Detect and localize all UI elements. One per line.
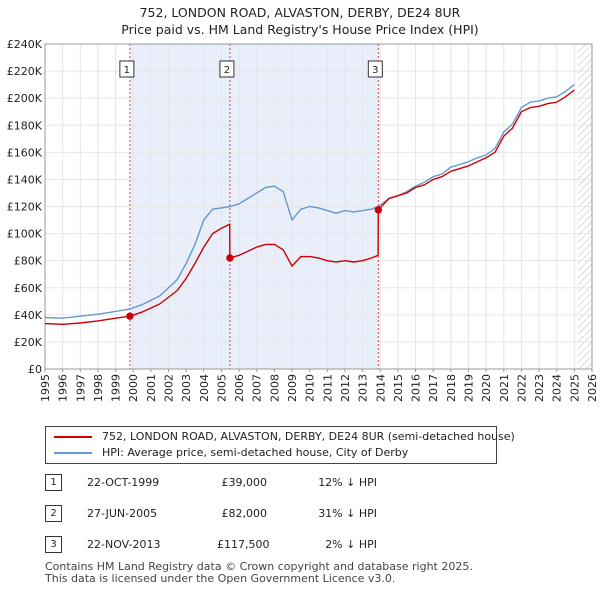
sale-marker-badge: 3 bbox=[45, 536, 62, 553]
footer-attribution: Contains HM Land Registry data © Crown c… bbox=[45, 561, 473, 585]
x-tick-label: 2009 bbox=[286, 374, 299, 402]
x-tick-label: 1996 bbox=[57, 374, 70, 402]
x-tick-label: 1998 bbox=[92, 374, 105, 402]
sale-hpi-diff: 31% ↓ HPI bbox=[318, 507, 377, 520]
x-tick-label: 2012 bbox=[339, 374, 352, 402]
sale-point bbox=[374, 206, 383, 214]
sale-number-label: 3 bbox=[372, 65, 378, 76]
x-tick-label: 2017 bbox=[427, 374, 440, 402]
sale-date: 22-OCT-1999 bbox=[87, 476, 160, 489]
x-tick-label: 2019 bbox=[462, 374, 475, 402]
sale-price: £117,500 bbox=[217, 538, 270, 551]
x-tick-label: 2022 bbox=[515, 374, 528, 402]
footer-line1: Contains HM Land Registry data © Crown c… bbox=[45, 560, 473, 573]
x-tick-label: 2005 bbox=[215, 374, 228, 402]
series-line-hpi bbox=[44, 84, 575, 319]
price-chart: 1 2 3 £0 £20K £40K £60K £80K £100K £120K £140K £160… bbox=[7, 38, 599, 402]
y-tick-label: £20K bbox=[14, 336, 43, 349]
sale-number-box bbox=[119, 60, 135, 78]
sale-number-label: 1 bbox=[124, 65, 130, 76]
chart-legend: 752, LONDON ROAD, ALVASTON, DERBY, DE24 … bbox=[45, 426, 515, 464]
x-tick-label: 2006 bbox=[233, 374, 246, 402]
sale-marker-badge: 1 bbox=[45, 474, 62, 491]
sale-number-box bbox=[219, 60, 235, 78]
y-tick-label: £120K bbox=[7, 201, 43, 214]
x-tick-label: 2025 bbox=[568, 374, 581, 402]
legend-label-hpi: HPI: Average price, semi-detached house,… bbox=[102, 446, 409, 459]
x-tick-label: 2004 bbox=[198, 374, 211, 402]
x-tick-label: 1995 bbox=[39, 374, 52, 402]
x-tick-label: 2010 bbox=[304, 374, 317, 402]
x-tick-label: 2026 bbox=[586, 374, 599, 402]
x-tick-label: 2015 bbox=[392, 374, 405, 402]
plot-border bbox=[44, 43, 593, 370]
legend-swatch-property bbox=[54, 436, 92, 438]
y-tick-label: £40K bbox=[14, 309, 43, 322]
chart-title: 752, LONDON ROAD, ALVASTON, DERBY, DE24 … bbox=[0, 4, 600, 38]
x-tick-label: 2011 bbox=[321, 374, 334, 402]
legend-swatch-hpi bbox=[54, 452, 92, 454]
x-tick-label: 2024 bbox=[551, 374, 564, 402]
y-tick-label: £80K bbox=[14, 255, 43, 268]
x-tick-label: 2021 bbox=[498, 374, 511, 402]
y-tick-label: £180K bbox=[7, 119, 43, 132]
sale-number-box bbox=[367, 60, 383, 78]
x-tick-label: 2001 bbox=[145, 374, 158, 402]
sale-point bbox=[126, 312, 134, 320]
x-tick-label: 2003 bbox=[180, 374, 193, 402]
sale-marker-badge: 2 bbox=[45, 505, 62, 522]
x-tick-label: 2007 bbox=[251, 374, 264, 402]
sale-price: £82,000 bbox=[221, 507, 268, 520]
x-tick-label: 2018 bbox=[445, 374, 458, 402]
legend-label-property: 752, LONDON ROAD, ALVASTON, DERBY, DE24 … bbox=[102, 430, 515, 443]
footer-line2: This data is licensed under the Open Gov… bbox=[45, 572, 396, 585]
legend-entry-property: 752, LONDON ROAD, ALVASTON, DERBY, DE24 … bbox=[54, 429, 515, 445]
x-tick-label: 2014 bbox=[374, 374, 387, 402]
y-tick-label: £140K bbox=[7, 173, 43, 186]
x-tick-label: 2000 bbox=[127, 374, 140, 402]
sale-point bbox=[226, 254, 234, 262]
chart-title-line1: 752, LONDON ROAD, ALVASTON, DERBY, DE24 … bbox=[139, 5, 461, 20]
y-tick-label: £160K bbox=[7, 146, 43, 159]
y-tick-label: £220K bbox=[7, 65, 43, 78]
x-tick-label: 2016 bbox=[410, 374, 423, 402]
sale-hpi-diff: 2% ↓ HPI bbox=[325, 538, 377, 551]
x-tick-label: 2023 bbox=[533, 374, 546, 402]
y-tick-label: £0 bbox=[28, 363, 42, 376]
x-tick-label: 2020 bbox=[480, 374, 493, 402]
y-tick-label: £240K bbox=[7, 38, 43, 51]
legend-entry-hpi: HPI: Average price, semi-detached house,… bbox=[54, 445, 408, 461]
x-tick-label: 1997 bbox=[74, 374, 87, 402]
y-tick-label: £60K bbox=[14, 282, 43, 295]
sale-hpi-diff: 12% ↓ HPI bbox=[318, 476, 377, 489]
sale-date: 27-JUN-2005 bbox=[87, 507, 158, 520]
sale-price: £39,000 bbox=[221, 476, 268, 489]
x-tick-label: 2008 bbox=[268, 374, 281, 402]
series-line-property bbox=[44, 89, 575, 325]
sale-number-label: 2 bbox=[224, 65, 230, 76]
chart-title-line2: Price paid vs. HM Land Registry's House … bbox=[121, 22, 479, 37]
y-tick-label: £100K bbox=[7, 228, 43, 241]
x-tick-label: 1999 bbox=[110, 374, 123, 402]
x-tick-label: 2002 bbox=[163, 374, 176, 402]
sale-date: 22-NOV-2013 bbox=[87, 538, 161, 551]
y-tick-label: £200K bbox=[7, 92, 43, 105]
x-tick-label: 2013 bbox=[357, 374, 370, 402]
